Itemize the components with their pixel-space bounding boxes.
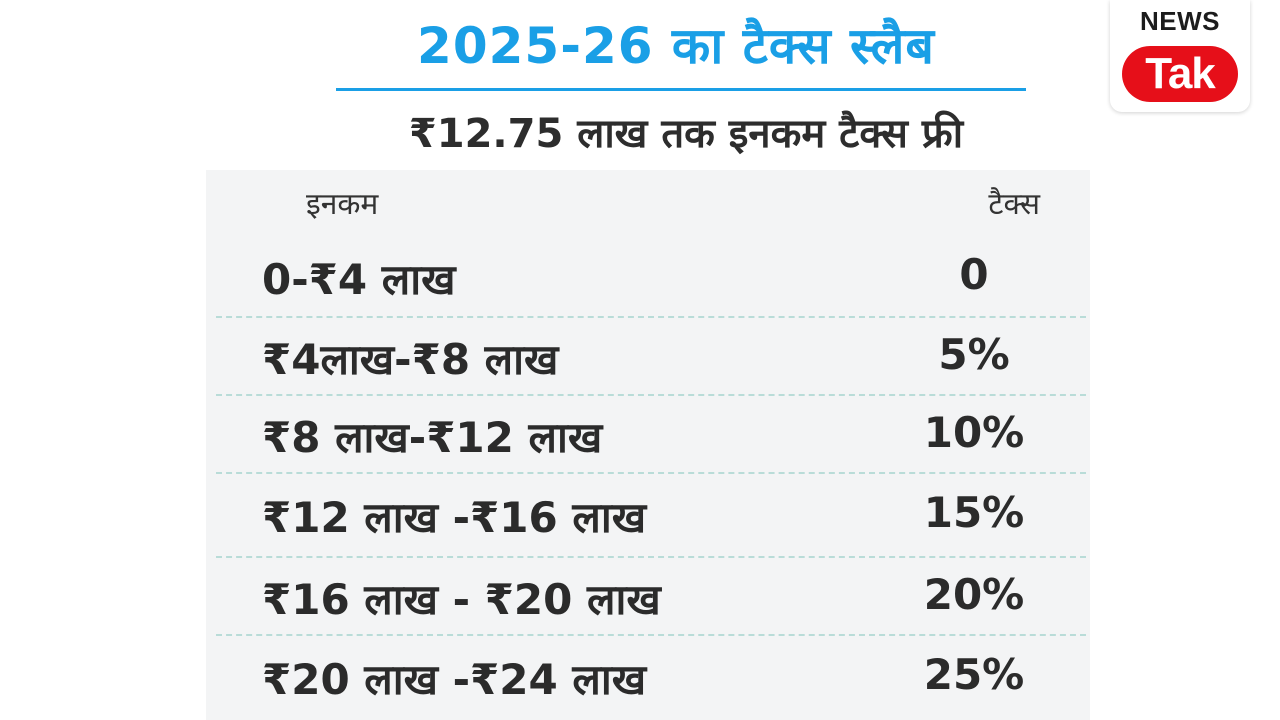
table-row: ₹16 लाख - ₹20 लाख 20% — [206, 560, 1090, 638]
tax-slab-table: इनकम टैक्स 0-₹4 लाख 0 ₹4लाख-₹8 लाख 5% ₹8… — [206, 170, 1090, 720]
row-separator — [216, 634, 1086, 636]
logo-tak-text: Tak — [1145, 49, 1216, 98]
income-range: ₹12 लाख -₹16 लाख — [262, 493, 647, 542]
row-separator — [216, 316, 1086, 318]
logo-red-pill — [1122, 46, 1238, 102]
logo-news-text: NEWS — [1140, 6, 1220, 36]
income-range: ₹8 लाख-₹12 लाख — [262, 413, 603, 462]
table-row: ₹4लाख-₹8 लाख 5% — [206, 320, 1090, 398]
row-separator — [216, 394, 1086, 396]
tax-rate: 10% — [923, 408, 1025, 457]
table-row: 0-₹4 लाख 0 — [206, 240, 1090, 318]
page-subtitle: ₹12.75 लाख तक इनकम टैक्स फ्री — [408, 111, 964, 157]
tax-rate: 5% — [938, 330, 1010, 379]
income-range: 0-₹4 लाख — [262, 255, 456, 304]
income-range: ₹4लाख-₹8 लाख — [262, 335, 559, 384]
tax-rate: 25% — [923, 650, 1025, 699]
column-header-tax: टैक्स — [988, 187, 1040, 222]
table-row: ₹8 लाख-₹12 लाख 10% — [206, 398, 1090, 476]
column-header-income: इनकम — [306, 187, 379, 222]
title-underline — [336, 88, 1026, 91]
tax-rate: 20% — [923, 570, 1025, 619]
table-row: ₹20 लाख -₹24 लाख 25% — [206, 640, 1090, 718]
tax-rate: 15% — [923, 488, 1025, 537]
income-range: ₹16 लाख - ₹20 लाख — [262, 575, 661, 624]
tax-slab-card: 2025-26 का टैक्स स्लैब ₹12.75 लाख तक इनक… — [206, 0, 1090, 720]
tax-rate: 0 — [959, 250, 989, 299]
row-separator — [216, 472, 1086, 474]
news-tak-logo: NEWS Tak — [1110, 0, 1250, 112]
table-row: ₹12 लाख -₹16 लाख 15% — [206, 478, 1090, 556]
income-range: ₹20 लाख -₹24 लाख — [262, 655, 647, 704]
row-separator — [216, 556, 1086, 558]
page-title: 2025-26 का टैक्स स्लैब — [417, 17, 935, 75]
